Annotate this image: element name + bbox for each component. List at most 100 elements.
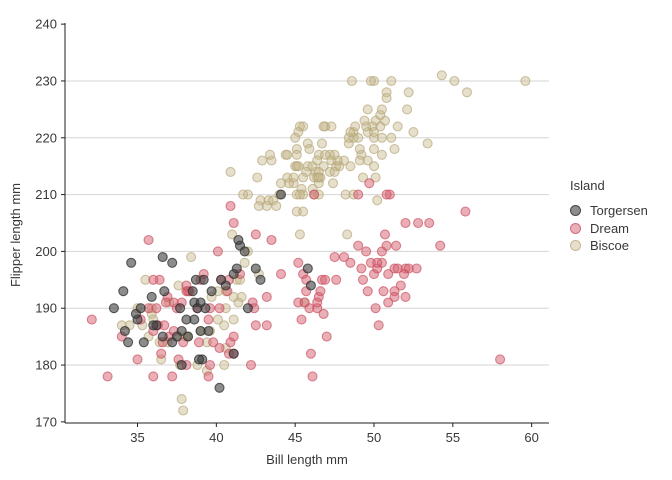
data-point-biscoe bbox=[368, 127, 380, 138]
data-point-biscoe bbox=[368, 132, 380, 143]
y-tick-label: 220 bbox=[35, 130, 57, 145]
data-point-biscoe bbox=[408, 127, 419, 138]
data-point-dream bbox=[321, 331, 332, 342]
data-point-biscoe bbox=[257, 155, 268, 166]
data-point-biscoe bbox=[365, 75, 376, 87]
data-point-dream bbox=[338, 252, 350, 263]
data-point-dream bbox=[424, 217, 435, 229]
data-point-dream bbox=[102, 371, 113, 382]
data-point-biscoe bbox=[386, 132, 397, 143]
data-point-torgersen bbox=[146, 291, 157, 302]
biscoe-swatch-icon bbox=[570, 240, 581, 252]
data-point-dream bbox=[132, 354, 143, 365]
data-point-dream bbox=[362, 286, 373, 297]
legend-item-biscoe: Biscoe bbox=[570, 237, 648, 255]
data-point-biscoe bbox=[386, 75, 397, 87]
data-point-dream bbox=[156, 348, 167, 359]
data-point-dream bbox=[398, 269, 410, 280]
data-point-torgersen bbox=[228, 269, 239, 280]
data-point-biscoe bbox=[375, 109, 386, 121]
data-point-biscoe bbox=[329, 166, 340, 177]
data-point-dream bbox=[383, 269, 394, 280]
y-tick-label: 200 bbox=[35, 244, 57, 259]
data-point-dream bbox=[307, 371, 318, 382]
data-point-dream bbox=[167, 371, 178, 382]
data-point-biscoe bbox=[268, 195, 279, 206]
data-point-torgersen bbox=[190, 274, 201, 285]
data-point-biscoe bbox=[422, 138, 433, 149]
data-point-dream bbox=[214, 342, 225, 354]
data-point-biscoe bbox=[236, 291, 247, 302]
data-point-dream bbox=[373, 320, 384, 331]
y-tick-label: 240 bbox=[35, 17, 57, 32]
data-point-torgersen bbox=[119, 325, 130, 337]
data-point-torgersen bbox=[206, 286, 217, 297]
data-point-biscoe bbox=[389, 144, 400, 155]
data-point-dream bbox=[389, 291, 400, 302]
data-point-biscoe bbox=[340, 189, 351, 200]
data-point-dream bbox=[203, 371, 214, 382]
data-point-dream bbox=[225, 200, 236, 212]
data-point-biscoe bbox=[261, 200, 272, 212]
data-point-dream bbox=[143, 234, 154, 246]
data-point-biscoe bbox=[238, 189, 249, 200]
data-point-biscoe bbox=[252, 172, 263, 183]
data-point-biscoe bbox=[354, 155, 365, 166]
data-point-biscoe bbox=[402, 104, 413, 115]
data-point-biscoe bbox=[368, 144, 380, 155]
data-point-dream bbox=[148, 371, 159, 382]
y-tick-label: 210 bbox=[35, 187, 57, 202]
data-point-biscoe bbox=[294, 229, 305, 240]
y-axis-title: Flipper length mm bbox=[8, 182, 23, 288]
y-tick-label: 230 bbox=[35, 73, 57, 88]
data-point-torgersen bbox=[187, 286, 198, 297]
data-point-dream bbox=[245, 359, 257, 371]
data-point-torgersen bbox=[157, 331, 168, 342]
data-point-biscoe bbox=[176, 394, 187, 405]
data-point-biscoe bbox=[313, 172, 324, 183]
data-point-biscoe bbox=[228, 314, 239, 325]
data-point-torgersen bbox=[123, 337, 134, 348]
data-point-biscoe bbox=[320, 149, 331, 160]
data-point-biscoe bbox=[520, 75, 531, 87]
data-point-torgersen bbox=[239, 246, 250, 257]
data-point-biscoe bbox=[343, 132, 354, 143]
data-point-torgersen bbox=[250, 263, 261, 274]
data-point-biscoe bbox=[301, 166, 312, 177]
data-point-dream bbox=[261, 291, 272, 302]
data-point-biscoe bbox=[264, 149, 276, 160]
data-point-biscoe bbox=[368, 75, 380, 87]
data-point-biscoe bbox=[381, 87, 392, 98]
data-point-biscoe bbox=[298, 172, 309, 183]
data-point-dream bbox=[261, 320, 272, 331]
data-point-dream bbox=[353, 189, 364, 200]
data-point-torgersen bbox=[138, 337, 149, 348]
data-point-biscoe bbox=[345, 161, 356, 172]
x-tick-label: 50 bbox=[367, 430, 381, 445]
data-point-dream bbox=[381, 240, 392, 251]
data-point-dream bbox=[435, 240, 446, 251]
data-point-dream bbox=[228, 217, 239, 229]
data-point-torgersen bbox=[108, 303, 119, 314]
data-point-biscoe bbox=[225, 166, 236, 177]
data-point-dream bbox=[250, 320, 261, 331]
data-point-torgersen bbox=[176, 359, 187, 371]
data-point-dream bbox=[329, 252, 340, 263]
data-point-torgersen bbox=[305, 280, 316, 291]
data-point-biscoe bbox=[381, 92, 392, 104]
legend-item-label: Torgersen bbox=[590, 203, 648, 219]
data-point-biscoe bbox=[461, 87, 473, 98]
data-point-biscoe bbox=[302, 138, 313, 149]
data-point-biscoe bbox=[239, 257, 250, 268]
data-point-dream bbox=[315, 286, 326, 297]
data-point-torgersen bbox=[167, 257, 178, 268]
data-point-biscoe bbox=[370, 172, 381, 183]
data-point-dream bbox=[148, 274, 159, 285]
data-point-dream bbox=[320, 274, 331, 285]
data-point-dream bbox=[413, 217, 424, 229]
data-point-torgersen bbox=[182, 331, 194, 342]
data-point-biscoe bbox=[449, 75, 460, 87]
data-point-dream bbox=[378, 286, 389, 297]
